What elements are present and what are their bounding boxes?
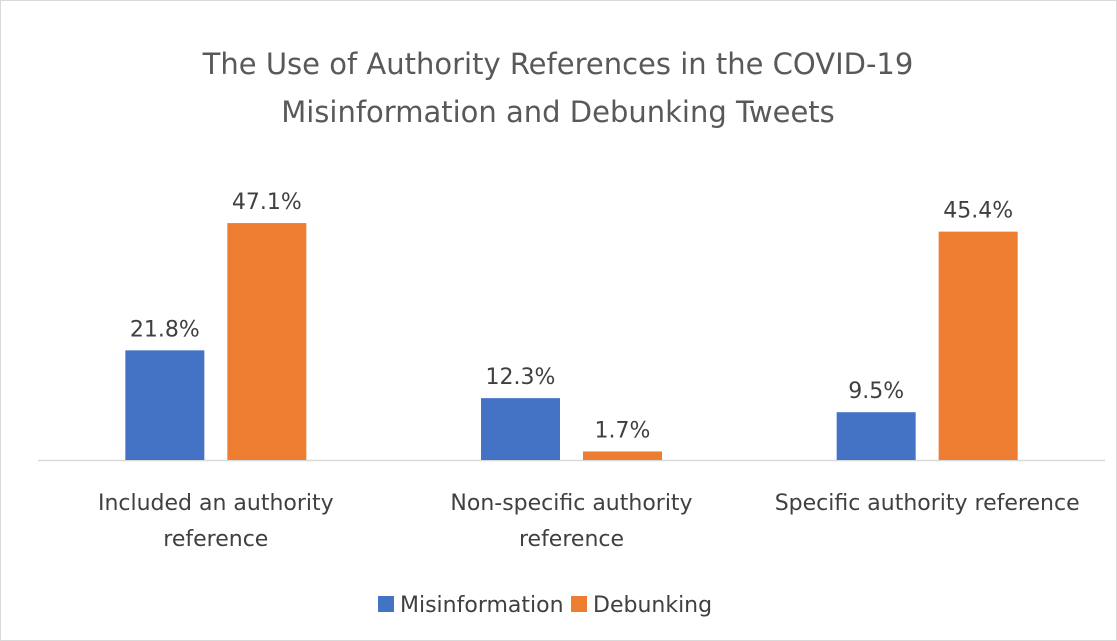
x-tick-label: Included an authority reference [97,491,334,552]
data-label: 9.5% [848,379,904,404]
bar [481,398,560,460]
bar [938,231,1018,460]
legend-label: Debunking [593,593,712,618]
data-label: 1.7% [595,418,651,443]
bar [125,350,205,460]
bar [227,223,307,460]
legend-swatch [378,596,394,612]
data-label: 45.4% [943,199,1013,224]
legend-swatch [571,596,587,612]
data-label: 47.1% [232,190,302,215]
data-label: 12.3% [486,365,556,390]
data-label: 21.8% [130,317,200,342]
bar [836,412,916,460]
x-tick-label: Specific authority reference [774,491,1080,516]
x-tick-label: Non-specific authority reference [450,491,693,552]
legend-label: Misinformation [400,593,564,618]
bar [583,451,662,460]
chart-title: The Use of Authority References in the C… [202,47,914,129]
